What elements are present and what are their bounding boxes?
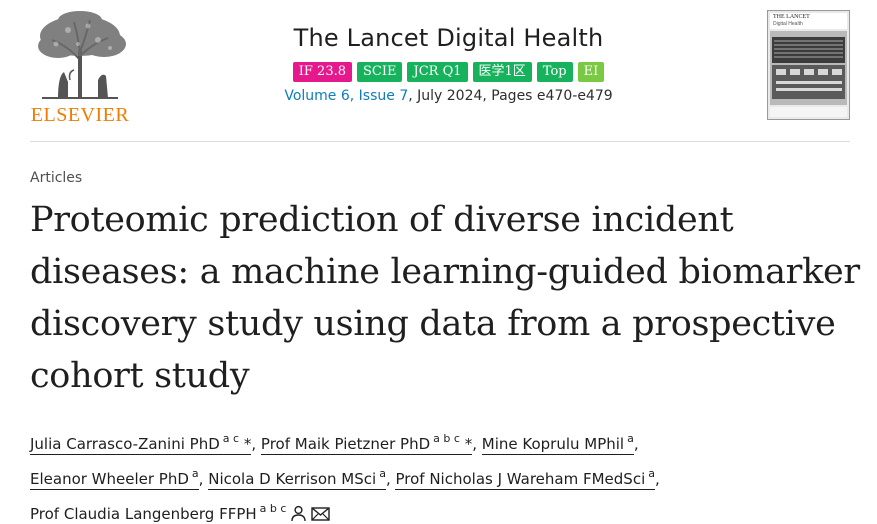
author-name: Prof Nicholas J Wareham FMedSci: [395, 470, 646, 488]
author-affiliation-sup: a: [627, 432, 634, 445]
author-link[interactable]: Eleanor Wheeler PhD a: [30, 467, 199, 490]
author-link[interactable]: Prof Nicholas J Wareham FMedSci a: [395, 467, 655, 490]
envelope-icon: [311, 507, 331, 521]
elsevier-logo[interactable]: ELSEVIER: [28, 10, 132, 126]
author-affiliation-sup: a b c: [259, 502, 287, 515]
author-name: Prof Claudia Langenberg FFPH: [30, 505, 257, 523]
cover-title-line1: THE LANCET: [773, 14, 810, 20]
cover-title-line2: Digital Health: [773, 21, 803, 27]
author-name: Prof Maik Pietzner PhD: [260, 435, 431, 453]
author-link[interactable]: Prof Maik Pietzner PhD a b c *: [260, 432, 473, 455]
author-name: Julia Carrasco-Zanini PhD: [30, 435, 220, 453]
volume-issue-link[interactable]: Volume 6, Issue 7: [284, 88, 409, 104]
author-name: Nicola D Kerrison MSci: [208, 470, 377, 488]
article-title: Proteomic prediction of diverse incident…: [30, 200, 860, 396]
metric-badges: IF 23.8 SCIE JCR Q1 医学1区 Top EI: [200, 62, 697, 82]
author-link[interactable]: Mine Koprulu MPhil a: [481, 432, 634, 455]
cover-footer: [770, 107, 847, 117]
journal-title[interactable]: The Lancet Digital Health: [293, 24, 604, 52]
badge-jcr-q1: JCR Q1: [407, 62, 468, 82]
author-name: Eleanor Wheeler PhD: [30, 470, 189, 488]
badge-top: Top: [536, 62, 573, 82]
author-affiliation-sup: a: [191, 467, 199, 480]
badge-scie: SCIE: [357, 62, 403, 82]
corresponding-marker: *: [464, 435, 473, 453]
author-name: Mine Koprulu MPhil: [481, 435, 625, 453]
elsevier-tree-icon: [38, 11, 126, 99]
elsevier-wordmark: ELSEVIER: [30, 104, 130, 126]
author-link[interactable]: Nicola D Kerrison MSci a: [208, 467, 386, 490]
journal-cover-thumbnail[interactable]: THE LANCET Digital Health: [767, 10, 850, 120]
author-affiliation-sup: a b c: [433, 432, 460, 445]
issue-date-pages: , July 2024, Pages e470-e479: [408, 88, 613, 104]
author-link[interactable]: Prof Claudia Langenberg FFPH a b c: [30, 502, 331, 524]
author-affiliation-sup: a c: [222, 432, 240, 445]
badge-ei: EI: [577, 62, 605, 82]
header-divider: [30, 141, 850, 142]
journal-header: ELSEVIER The Lancet Digital Health IF 23…: [0, 0, 877, 142]
corresponding-marker: *: [243, 435, 252, 453]
author-affiliation-sup: a: [379, 467, 386, 480]
issue-info: Volume 6, Issue 7, July 2024, Pages e470…: [200, 88, 697, 104]
author-list: Julia Carrasco-Zanini PhD a c *, Prof Mai…: [30, 432, 660, 524]
cover-artwork: [770, 31, 847, 105]
journal-info: The Lancet Digital Health IF 23.8 SCIE J…: [200, 24, 697, 104]
badge-impact-factor: IF 23.8: [292, 62, 352, 82]
badge-cas-zone: 医学1区: [472, 62, 532, 82]
author-affiliation-sup: a: [648, 467, 655, 480]
author-link[interactable]: Julia Carrasco-Zanini PhD a c *: [30, 432, 252, 455]
person-icon: [291, 505, 307, 522]
article-type-label: Articles: [30, 170, 83, 186]
cover-masthead: THE LANCET Digital Health: [770, 13, 847, 29]
